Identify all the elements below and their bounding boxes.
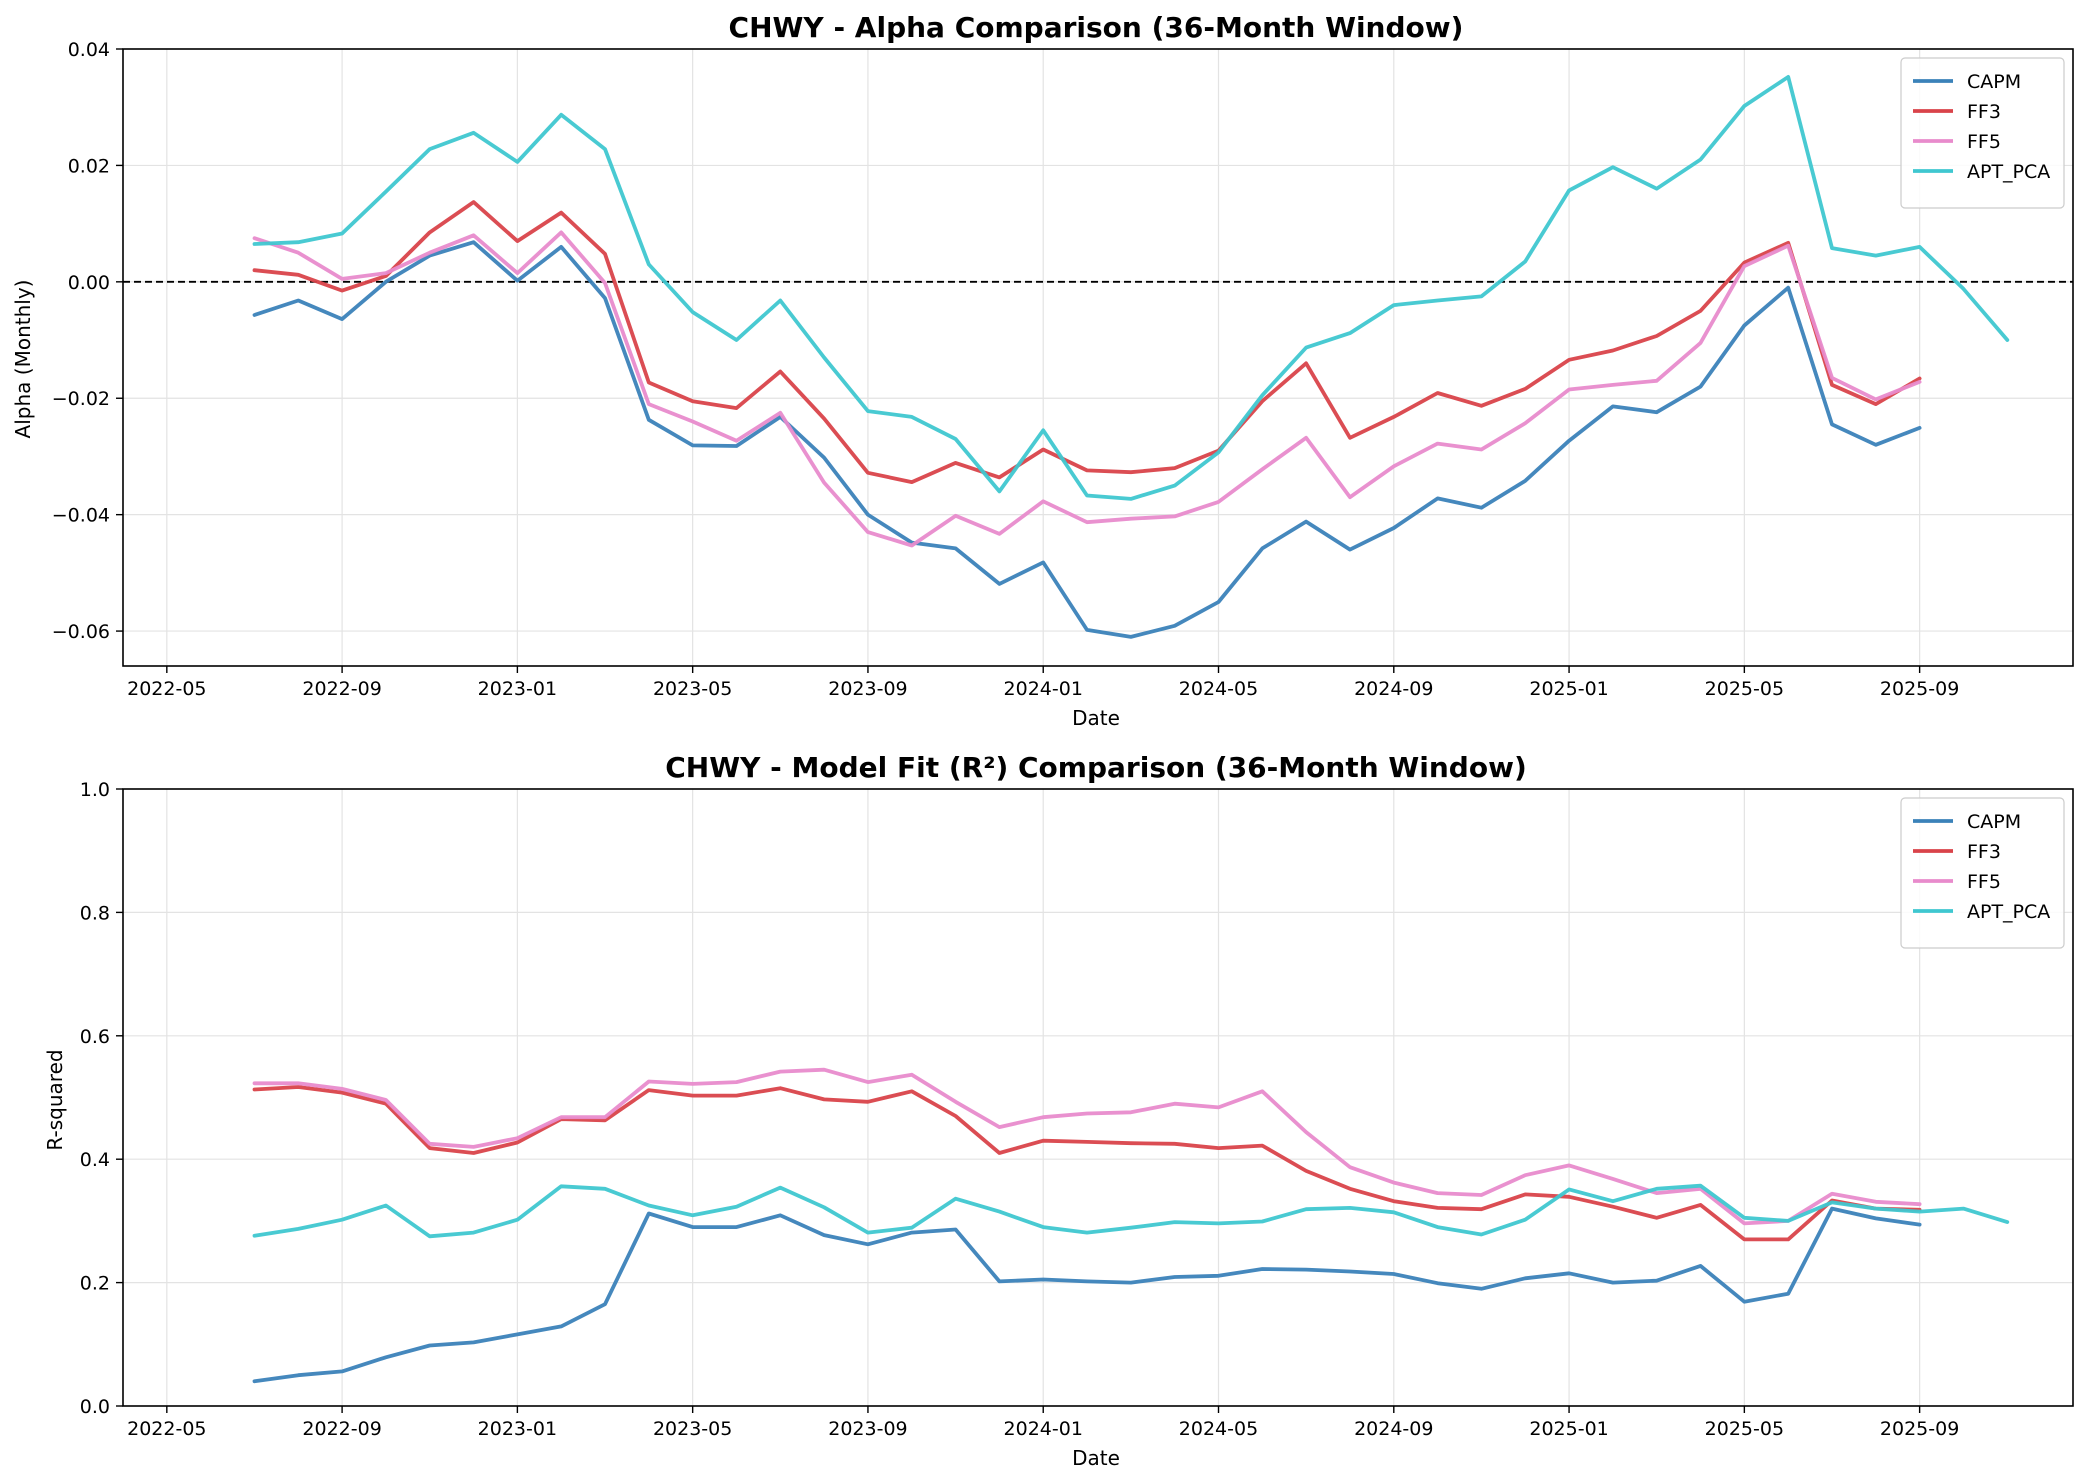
alpha-xtick-label-4: 2023-09 (828, 678, 907, 700)
r-squared-chart-title: CHWY - Model Fit (R²) Comparison (36-Mon… (665, 751, 1527, 784)
alpha-series-line-capm (252, 240, 1922, 639)
alpha-xtick-label-5: 2024-01 (1004, 678, 1083, 700)
alpha-xtick-label-0: 2022-05 (127, 678, 206, 700)
r-squared-series-line-apt-pca (252, 1183, 2010, 1239)
alpha-legend-label-apt-pca: APT_PCA (1967, 161, 2050, 183)
r-squared-legend-label-capm: CAPM (1967, 811, 2021, 833)
r-squared-series-line-ff5 (252, 1067, 1922, 1226)
alpha-xtick-label-10: 2025-09 (1880, 678, 1959, 700)
alpha-series-line-apt-pca (252, 75, 2010, 501)
r-squared-legend-label-ff5: FF5 (1967, 871, 2001, 893)
alpha-axes-frame (122, 48, 2074, 667)
alpha-legend-label-capm: CAPM (1967, 71, 2021, 93)
alpha-series-line-ff5 (252, 230, 1922, 548)
r-squared-ytick-label-2: 0.4 (80, 1149, 110, 1171)
r-squared-gridlines (123, 788, 2073, 1407)
alpha-ytick-label-5: 0.04 (68, 39, 110, 61)
r-squared-series-line-capm (252, 1206, 1922, 1384)
alpha-ytick-label-0: −0.06 (52, 621, 110, 643)
r-squared-ytick-label-5: 1.0 (80, 779, 110, 801)
alpha-ytick-label-1: −0.04 (52, 505, 110, 527)
r-squared-xtick-label-10: 2025-09 (1880, 1418, 1959, 1440)
alpha-xtick-label-6: 2024-05 (1179, 678, 1258, 700)
r-squared-chart-ylabel: R-squared (43, 1049, 67, 1150)
r-squared-ytick-label-3: 0.6 (80, 1026, 110, 1048)
r-squared-ytick-label-1: 0.2 (80, 1273, 110, 1295)
r-squared-series-line-ff3 (252, 1085, 1922, 1242)
r-squared-xtick-label-6: 2024-05 (1179, 1418, 1258, 1440)
alpha-chart-title: CHWY - Alpha Comparison (36-Month Window… (729, 11, 1464, 44)
alpha-xtick-label-9: 2025-05 (1705, 678, 1784, 700)
r-squared-xtick-label-0: 2022-05 (127, 1418, 206, 1440)
r-squared-comparison-chart: CHWY - Model Fit (R²) Comparison (36-Mon… (43, 751, 2074, 1470)
alpha-xtick-label-2: 2023-01 (478, 678, 557, 700)
r-squared-xtick-label-1: 2022-09 (302, 1418, 381, 1440)
alpha-xtick-label-1: 2022-09 (302, 678, 381, 700)
r-squared-ytick-label-4: 0.8 (80, 902, 110, 924)
r-squared-xtick-label-9: 2025-05 (1705, 1418, 1784, 1440)
r-squared-xtick-label-7: 2024-09 (1354, 1418, 1433, 1440)
alpha-ytick-label-2: −0.02 (52, 388, 110, 410)
alpha-legend: CAPM FF3 FF5 APT_PCA (1900, 57, 2065, 209)
r-squared-xtick-label-4: 2023-09 (828, 1418, 907, 1440)
r-squared-legend-label-apt-pca: APT_PCA (1967, 901, 2050, 923)
r-squared-xtick-label-5: 2024-01 (1004, 1418, 1083, 1440)
alpha-legend-label-ff3: FF3 (1967, 101, 2001, 123)
alpha-ytick-label-3: 0.00 (68, 272, 110, 294)
r-squared-axes-frame (122, 788, 2074, 1407)
alpha-ytick-label-4: 0.02 (68, 155, 110, 177)
alpha-gridlines (123, 48, 2073, 666)
r-squared-xtick-label-2: 2023-01 (478, 1418, 557, 1440)
alpha-xtick-label-3: 2023-05 (653, 678, 732, 700)
r-squared-xtick-label-8: 2025-01 (1529, 1418, 1608, 1440)
r-squared-xtick-label-3: 2023-05 (653, 1418, 732, 1440)
alpha-legend-label-ff5: FF5 (1967, 131, 2001, 153)
alpha-chart-ylabel: Alpha (Monthly) (11, 280, 35, 439)
r-squared-legend-label-ff3: FF3 (1967, 841, 2001, 863)
alpha-chart-xlabel: Date (1072, 706, 1120, 730)
alpha-series-line-ff3 (252, 200, 1922, 484)
r-squared-chart-xlabel: Date (1072, 1446, 1120, 1470)
r-squared-legend: CAPM FF3 FF5 APT_PCA (1900, 797, 2065, 949)
alpha-xtick-label-8: 2025-01 (1529, 678, 1608, 700)
r-squared-ytick-label-0: 0.0 (80, 1396, 110, 1418)
alpha-xtick-label-7: 2024-09 (1354, 678, 1433, 700)
alpha-comparison-chart: CHWY - Alpha Comparison (36-Month Window… (11, 11, 2074, 730)
